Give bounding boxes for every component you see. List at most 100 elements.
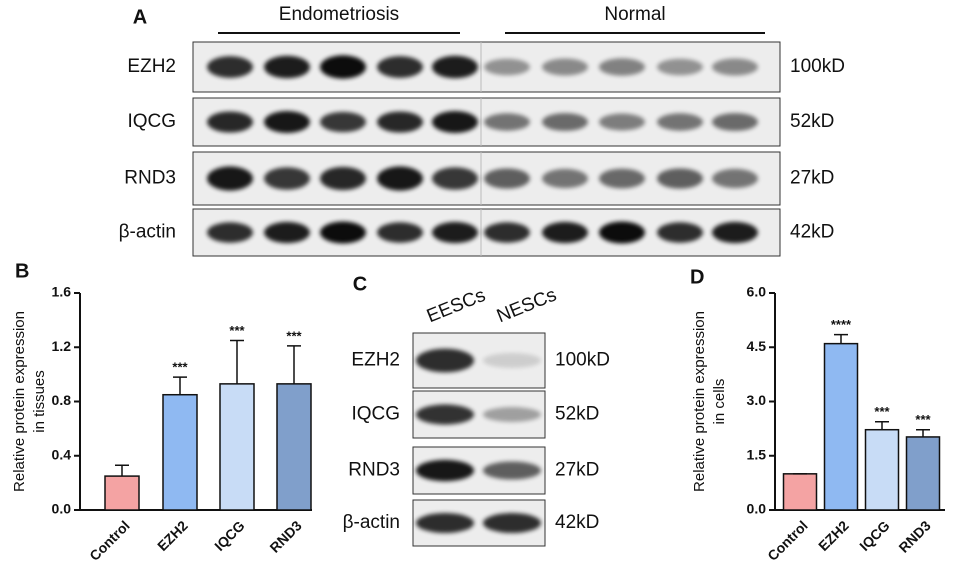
protein-label: EZH2 — [351, 350, 400, 371]
size-label: 100kD — [555, 350, 610, 371]
size-label: 100kD — [790, 56, 845, 77]
bar — [782, 473, 818, 511]
blot-band — [712, 58, 758, 76]
blot-band — [377, 166, 423, 191]
bar — [864, 428, 900, 511]
error-bar — [875, 421, 889, 430]
protein-label: IQCG — [351, 404, 400, 425]
x-tick-label: Control — [764, 517, 811, 564]
blot-band — [599, 113, 645, 131]
panel-label: D — [690, 266, 704, 288]
panel-label: C — [353, 273, 367, 295]
protein-label: IQCG — [127, 111, 176, 132]
blot-band — [264, 167, 310, 190]
y-tick-label: 4.5 — [747, 338, 767, 354]
blot-band — [207, 222, 253, 243]
blot-band — [599, 221, 645, 244]
size-label: 42kD — [790, 222, 834, 243]
blot-band — [657, 58, 703, 76]
significance: *** — [915, 412, 931, 427]
y-axis-label: in cells — [711, 379, 728, 425]
x-tick-label: IQCG — [211, 517, 248, 554]
blot-band — [207, 111, 253, 133]
blot-band — [712, 113, 758, 131]
protein-label: EZH2 — [127, 56, 176, 77]
y-tick-label: 1.6 — [52, 284, 72, 300]
x-tick-label: EZH2 — [815, 517, 852, 554]
y-axis-label: Relative protein expression — [11, 311, 28, 492]
blot-band — [320, 221, 366, 244]
bar — [104, 475, 140, 511]
blot-band — [599, 58, 645, 76]
blot-band — [207, 56, 253, 78]
y-tick-label: 0.0 — [52, 501, 72, 517]
blot-band — [416, 348, 474, 373]
protein-label: RND3 — [348, 460, 400, 481]
blot-band — [377, 111, 423, 133]
blot-band — [416, 513, 474, 533]
group-label: NESCs — [494, 284, 560, 327]
error-bar — [115, 464, 129, 477]
blot-band — [712, 168, 758, 189]
blot-band — [483, 461, 541, 480]
blot-band — [484, 58, 530, 76]
y-tick-label: 1.2 — [52, 338, 72, 354]
x-tick-label: IQCG — [856, 517, 893, 554]
panel-label: B — [15, 260, 29, 282]
blot-band — [432, 167, 478, 190]
blot-band — [377, 222, 423, 243]
x-tick-label: Control — [86, 517, 133, 564]
y-tick-label: 0.4 — [52, 446, 72, 462]
bar — [219, 383, 255, 511]
x-tick-label: RND3 — [895, 517, 933, 555]
blot-band — [542, 113, 588, 131]
y-tick-label: 0.0 — [747, 501, 767, 517]
x-tick-label: RND3 — [266, 517, 304, 555]
error-bar — [916, 428, 930, 437]
significance: *** — [172, 360, 188, 375]
panel-label: A — [133, 6, 147, 28]
size-label: 52kD — [555, 404, 599, 425]
blot-band — [657, 222, 703, 243]
error-bar — [834, 333, 848, 344]
blot-band — [542, 58, 588, 76]
y-tick-label: 6.0 — [747, 284, 767, 300]
blot-band — [320, 55, 366, 79]
protein-label: RND3 — [124, 168, 176, 189]
blot-band — [207, 166, 253, 191]
bar — [162, 393, 198, 511]
y-axis-label: Relative protein expression — [691, 311, 708, 492]
blot-band — [416, 404, 474, 425]
blot-band — [432, 111, 478, 133]
blot-band — [483, 407, 541, 422]
blot-band — [484, 113, 530, 131]
blot-band — [264, 55, 310, 79]
blot-band — [484, 168, 530, 189]
blot-band — [264, 111, 310, 133]
size-label: 27kD — [790, 168, 834, 189]
error-bar — [173, 376, 187, 395]
size-label: 42kD — [555, 512, 599, 533]
blot-band — [377, 56, 423, 78]
blot-band — [484, 222, 530, 243]
blot-band — [657, 168, 703, 189]
y-tick-label: 1.5 — [747, 446, 767, 462]
bar — [823, 342, 859, 511]
y-tick-label: 0.8 — [52, 392, 72, 408]
error-bar — [287, 345, 301, 384]
size-label: 52kD — [790, 111, 834, 132]
error-bar — [230, 339, 244, 384]
size-label: 27kD — [555, 460, 599, 481]
y-tick-label: 3.0 — [747, 392, 767, 408]
blot-band — [264, 221, 310, 244]
significance: *** — [229, 323, 245, 338]
group-label: Endometriosis — [279, 4, 399, 25]
blot-band — [483, 513, 541, 533]
blot-band — [320, 111, 366, 133]
blot-band — [320, 166, 366, 191]
blot-band — [432, 221, 478, 244]
blot-band — [483, 353, 541, 368]
blot-band — [542, 221, 588, 244]
group-label: EESCs — [424, 285, 489, 327]
